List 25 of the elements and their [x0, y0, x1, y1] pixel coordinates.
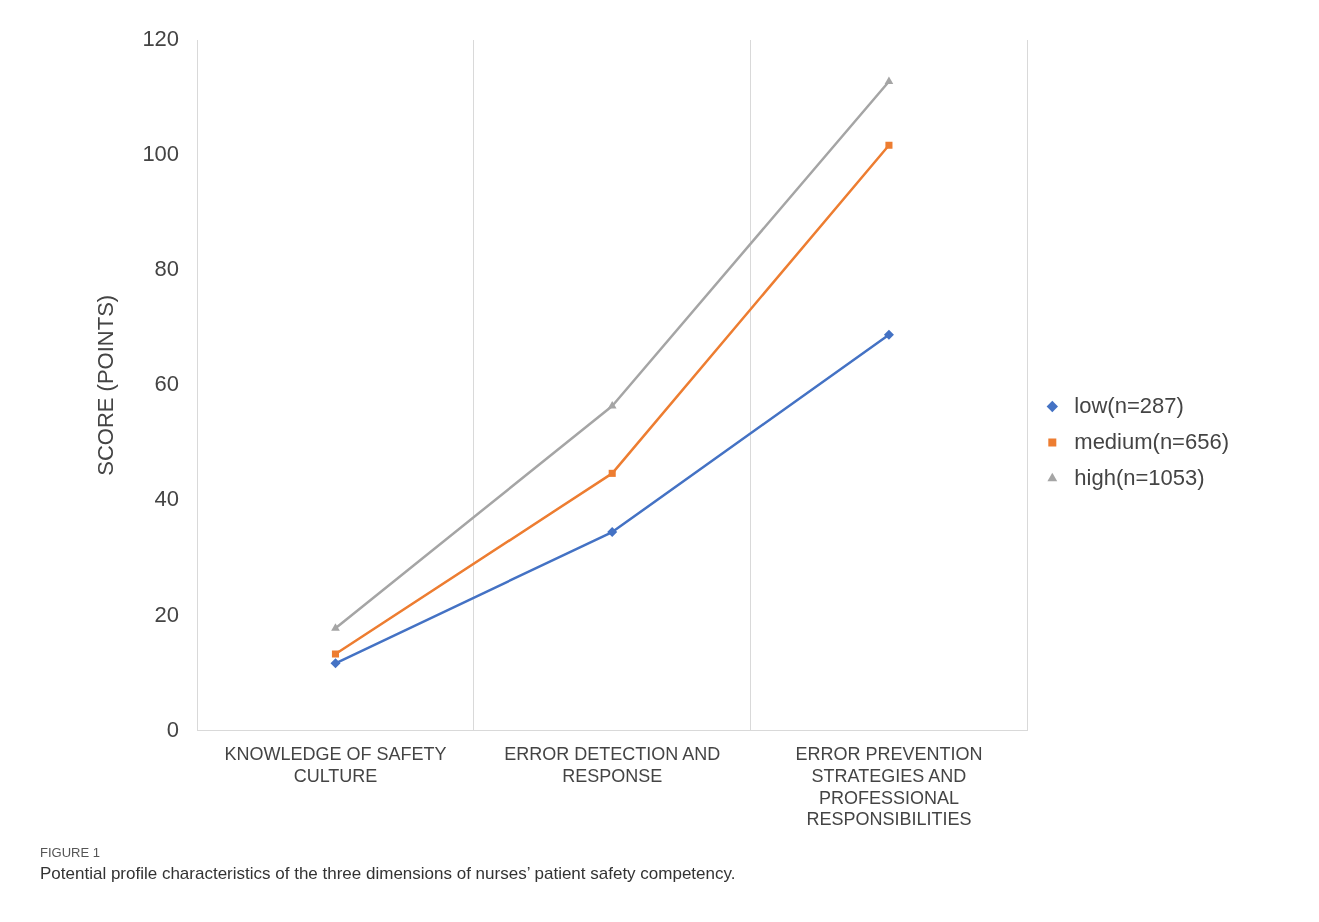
point	[884, 76, 894, 84]
text: Potential profile characteristics of the three dimensions of nurses’ patient safety competency.	[40, 864, 737, 884]
point	[883, 329, 894, 340]
y-tick-label: 80	[154, 256, 180, 282]
x-tick-label: ERROR PREVENTION STRATEGIES AND PROFESSIONAL RESPONSIBILITIES	[795, 744, 983, 830]
y-tick-label: 120	[142, 26, 180, 52]
x-tick-label: KNOWLEDGE OF SAFETY CULTURE	[224, 744, 447, 786]
y-tick-label: 40	[154, 486, 180, 512]
caption: FIGURE 1	[40, 845, 101, 860]
point	[607, 401, 617, 409]
point	[607, 527, 618, 538]
point	[885, 141, 893, 149]
y-tick-label: 60	[154, 371, 180, 397]
point	[330, 658, 341, 669]
x-tick-label: ERROR DETECTION AND RESPONSE	[504, 744, 721, 786]
legend-label: high(n=1053)	[1074, 464, 1205, 490]
y-axis-title: SCORE (POINTS)	[93, 294, 119, 476]
legend-label: medium(n=656)	[1074, 428, 1229, 454]
y-tick-label: 0	[166, 716, 180, 742]
point	[331, 650, 340, 658]
y-tick-label: 100	[142, 141, 180, 167]
point	[331, 623, 340, 631]
point	[608, 469, 616, 477]
legend-label: low(n=287)	[1074, 392, 1184, 418]
y-tick-label: 20	[154, 601, 180, 627]
